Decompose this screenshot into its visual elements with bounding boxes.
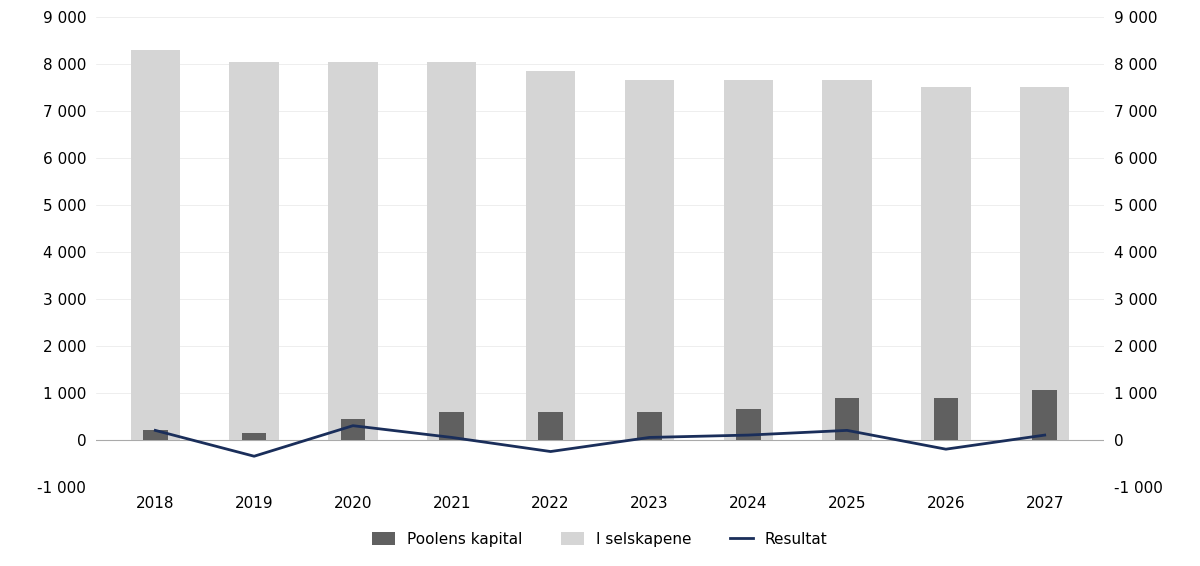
Bar: [736, 409, 761, 440]
Bar: [835, 397, 859, 440]
Bar: [329, 62, 378, 440]
Bar: [229, 62, 278, 440]
Bar: [143, 430, 168, 440]
Bar: [439, 411, 464, 440]
Resultat: [642, 434, 656, 441]
Bar: [526, 71, 575, 440]
Bar: [241, 433, 266, 440]
Bar: [131, 50, 180, 440]
Resultat: [1038, 432, 1052, 439]
Resultat: [148, 427, 162, 434]
Bar: [427, 62, 476, 440]
Resultat: [742, 432, 756, 439]
Bar: [539, 411, 563, 440]
Resultat: [840, 427, 854, 434]
Resultat: [346, 422, 360, 429]
Line: Resultat: Resultat: [155, 426, 1045, 456]
Bar: [1020, 87, 1069, 440]
Bar: [822, 80, 871, 440]
Resultat: [247, 453, 262, 460]
Resultat: [444, 434, 458, 441]
Bar: [625, 80, 674, 440]
Resultat: [544, 448, 558, 455]
Bar: [341, 419, 365, 440]
Bar: [934, 397, 959, 440]
Bar: [1032, 391, 1057, 440]
Bar: [637, 411, 661, 440]
Bar: [922, 87, 971, 440]
Resultat: [938, 446, 953, 453]
Bar: [724, 80, 773, 440]
Legend: Poolens kapital, I selskapene, Resultat: Poolens kapital, I selskapene, Resultat: [366, 525, 834, 553]
